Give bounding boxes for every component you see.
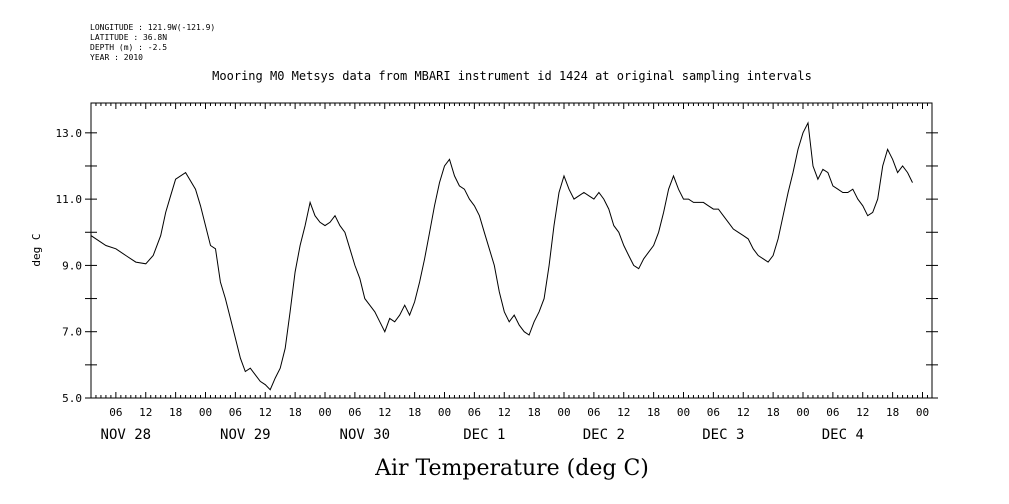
x-tick-label: 00 bbox=[796, 406, 809, 419]
x-tick-label: 18 bbox=[169, 406, 182, 419]
series-line-air-temperature bbox=[90, 121, 913, 391]
x-tick-label: 18 bbox=[647, 406, 660, 419]
x-tick-label: 00 bbox=[199, 406, 212, 419]
plot-frame bbox=[90, 102, 933, 399]
x-tick-label: 18 bbox=[767, 406, 780, 419]
x-tick-label: 06 bbox=[229, 406, 242, 419]
x-tick-label: 00 bbox=[438, 406, 451, 419]
y-axis-label: deg C bbox=[30, 233, 43, 266]
y-tick-label: 5.0 bbox=[62, 392, 82, 405]
x-tick-label: 12 bbox=[856, 406, 869, 419]
x-day-label: DEC 1 bbox=[463, 427, 505, 443]
x-tick-label: 00 bbox=[318, 406, 331, 419]
x-tick-label: 18 bbox=[528, 406, 541, 419]
x-tick-label: 06 bbox=[348, 406, 361, 419]
x-axis-label: Air Temperature (deg C) bbox=[374, 456, 649, 481]
longitude-label: LONGITUDE : 121.9W(-121.9) bbox=[90, 23, 215, 32]
x-tick-label: 06 bbox=[468, 406, 481, 419]
x-tick-label: 06 bbox=[826, 406, 839, 419]
y-tick-label: 9.0 bbox=[62, 259, 82, 272]
y-tick-label: 13.0 bbox=[56, 127, 83, 140]
x-tick-label: 12 bbox=[617, 406, 630, 419]
axis-ticks: 06 12 18 00 06 12 18 00 06 12 18 00 06 12 18 00 06 12 18 00… bbox=[56, 103, 938, 443]
x-tick-label: 12 bbox=[139, 406, 152, 419]
chart-title: Mooring M0 Metsys data from MBARI instru… bbox=[212, 69, 812, 83]
x-day-label: DEC 3 bbox=[702, 427, 744, 443]
x-tick-label: 12 bbox=[378, 406, 391, 419]
x-day-label: NOV 28 bbox=[101, 427, 152, 443]
latitude-label: LATITUDE : 36.8N bbox=[90, 33, 167, 42]
x-day-label: NOV 29 bbox=[220, 427, 271, 443]
x-tick-label: 06 bbox=[587, 406, 600, 419]
x-tick-label: 12 bbox=[498, 406, 511, 419]
y-tick-label: 7.0 bbox=[62, 326, 82, 339]
depth-label: DEPTH (m) : -2.5 bbox=[90, 43, 167, 52]
x-tick-label: 00 bbox=[677, 406, 690, 419]
year-label: YEAR : 2010 bbox=[90, 53, 143, 62]
x-tick-label: 00 bbox=[916, 406, 929, 419]
x-tick-label: 00 bbox=[557, 406, 570, 419]
x-tick-label: 06 bbox=[707, 406, 720, 419]
y-tick-label: 11.0 bbox=[56, 193, 83, 206]
x-day-label: NOV 30 bbox=[340, 427, 391, 443]
x-tick-label: 06 bbox=[109, 406, 122, 419]
x-day-label: DEC 2 bbox=[583, 427, 625, 443]
x-tick-label: 18 bbox=[408, 406, 421, 419]
x-tick-label: 12 bbox=[259, 406, 272, 419]
x-day-label: DEC 4 bbox=[822, 427, 864, 443]
x-tick-label: 18 bbox=[289, 406, 302, 419]
x-tick-label: 18 bbox=[886, 406, 899, 419]
x-tick-label: 12 bbox=[737, 406, 750, 419]
